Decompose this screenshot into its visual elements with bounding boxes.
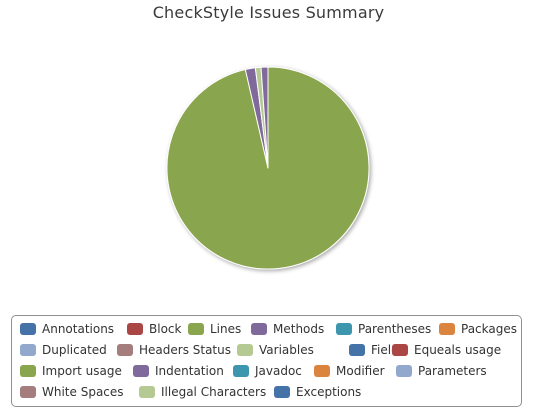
legend-label: Variables bbox=[259, 343, 314, 357]
legend-item-exceptions[interactable]: Exceptions bbox=[274, 384, 361, 400]
legend-item-indentation[interactable]: Indentation bbox=[133, 363, 224, 379]
legend-label: Lines bbox=[210, 322, 242, 336]
legend-item-variables[interactable]: Variables bbox=[237, 342, 314, 358]
legend-swatch bbox=[314, 365, 330, 377]
legend-label: Parentheses bbox=[358, 322, 432, 336]
legend-label: Exceptions bbox=[296, 385, 362, 399]
legend-swatch bbox=[349, 344, 365, 356]
legend-label: Import usage bbox=[42, 364, 122, 378]
legend-swatch bbox=[439, 323, 455, 335]
legend-swatch bbox=[133, 365, 149, 377]
legend-item-parentheses[interactable]: Parentheses bbox=[336, 321, 431, 337]
legend-swatch bbox=[20, 323, 36, 335]
chart-legend: Annotations Block Lines Methods Parentheses P… bbox=[11, 315, 522, 407]
legend-swatch bbox=[392, 344, 408, 356]
legend-item-duplicated[interactable]: Duplicated bbox=[20, 342, 107, 358]
legend-swatch bbox=[336, 323, 352, 335]
legend-swatch bbox=[20, 386, 36, 398]
legend-swatch bbox=[396, 365, 412, 377]
legend-swatch bbox=[188, 323, 204, 335]
pie-chart bbox=[166, 66, 370, 270]
legend-item-headers-status[interactable]: Headers Status bbox=[117, 342, 231, 358]
legend-label: Indentation bbox=[155, 364, 224, 378]
chart-title: CheckStyle Issues Summary bbox=[152, 3, 385, 22]
legend-item-annotations[interactable]: Annotations bbox=[20, 321, 114, 337]
legend-item-lines[interactable]: Lines bbox=[188, 321, 241, 337]
legend-label: Parameters bbox=[418, 364, 487, 378]
legend-swatch bbox=[127, 323, 143, 335]
legend-label: Duplicated bbox=[42, 343, 107, 357]
legend-label: Annotations bbox=[42, 322, 115, 336]
legend-swatch bbox=[20, 344, 36, 356]
legend-item-javadoc[interactable]: Javadoc bbox=[233, 363, 302, 379]
legend-item-equeals-usage[interactable]: Equeals usage bbox=[392, 342, 501, 358]
legend-item-block[interactable]: Block bbox=[127, 321, 181, 337]
legend-label: Packages bbox=[461, 322, 517, 336]
legend-item-white-spaces[interactable]: White Spaces bbox=[20, 384, 124, 400]
legend-swatch bbox=[139, 386, 155, 398]
legend-item-modifier[interactable]: Modifier bbox=[314, 363, 385, 379]
legend-label: Equeals usage bbox=[414, 343, 502, 357]
legend-item-packages[interactable]: Packages bbox=[439, 321, 517, 337]
legend-swatch bbox=[20, 365, 36, 377]
legend-swatch bbox=[117, 344, 133, 356]
legend-swatch bbox=[237, 344, 253, 356]
legend-label: Block bbox=[149, 322, 182, 336]
legend-item-methods[interactable]: Methods bbox=[251, 321, 324, 337]
legend-label: Methods bbox=[273, 322, 325, 336]
legend-label: Illegal Characters bbox=[161, 385, 267, 399]
legend-item-import-usage[interactable]: Import usage bbox=[20, 363, 122, 379]
legend-swatch bbox=[274, 386, 290, 398]
pie-slice-indentation[interactable] bbox=[260, 66, 269, 169]
legend-label: White Spaces bbox=[42, 385, 124, 399]
legend-swatch bbox=[251, 323, 267, 335]
legend-swatch bbox=[233, 365, 249, 377]
legend-label: Headers Status bbox=[139, 343, 231, 357]
legend-label: Javadoc bbox=[255, 364, 302, 378]
legend-item-illegal-characters[interactable]: Illegal Characters bbox=[139, 384, 266, 400]
legend-item-parameters[interactable]: Parameters bbox=[396, 363, 487, 379]
legend-label: Modifier bbox=[336, 364, 385, 378]
